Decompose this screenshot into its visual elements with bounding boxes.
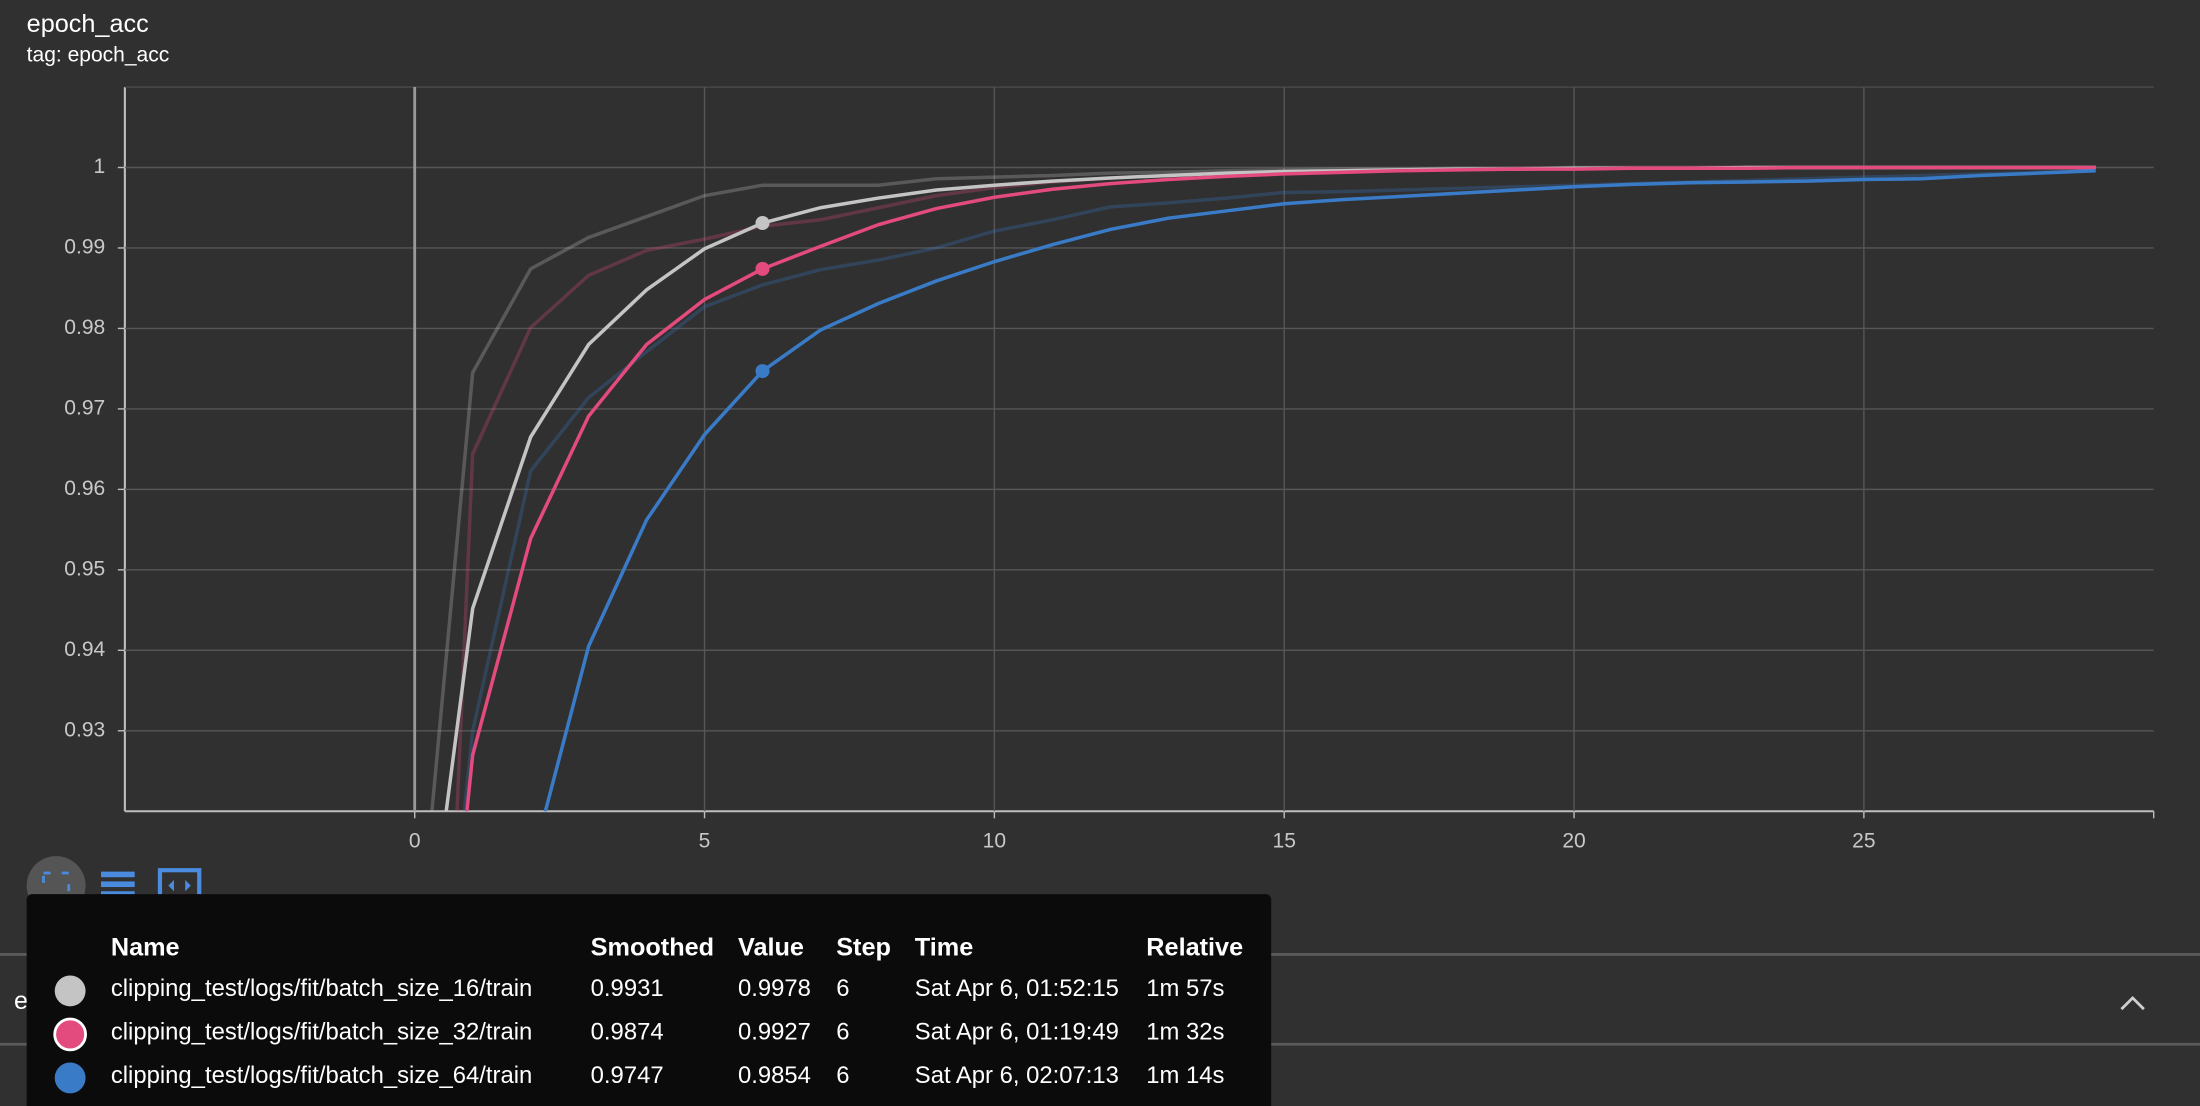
y-tick-label: 0.98 <box>64 316 105 339</box>
card-title: epoch_acc <box>27 10 149 38</box>
relative: 1m 14s <box>1146 1062 1224 1089</box>
smoothed-value: 0.9931 <box>591 975 664 1002</box>
y-tick-label: 0.94 <box>64 638 105 661</box>
column-header: Time <box>915 933 973 961</box>
time: Sat Apr 6, 01:52:15 <box>915 975 1119 1002</box>
x-tick-label: 10 <box>983 830 1006 853</box>
y-tick-label: 1 <box>94 155 106 178</box>
time: Sat Apr 6, 01:19:49 <box>915 1018 1119 1045</box>
hover-point <box>755 261 770 276</box>
column-header: Smoothed <box>591 933 714 961</box>
y-tick-label: 0.96 <box>64 477 105 500</box>
fullscreen-icon <box>42 871 71 900</box>
log-scale-button[interactable] <box>101 871 135 897</box>
x-tick-label: 0 <box>409 830 421 853</box>
step: 6 <box>836 1062 849 1089</box>
tooltip <box>26 894 1272 1106</box>
x-tick-label: 20 <box>1562 830 1585 853</box>
column-header: Relative <box>1146 933 1243 961</box>
smoothed-line <box>543 168 2096 812</box>
raw-value: 0.9854 <box>738 1062 811 1089</box>
series-name: clipping_test/logs/fit/batch_size_64/tra… <box>111 1062 532 1089</box>
series-swatch <box>54 975 86 1007</box>
series-name: clipping_test/logs/fit/batch_size_32/tra… <box>111 1018 532 1045</box>
hover-point <box>755 364 770 379</box>
column-header: Name <box>111 933 180 961</box>
column-header: Value <box>738 933 804 961</box>
step: 6 <box>836 975 849 1002</box>
relative: 1m 32s <box>1146 1018 1224 1045</box>
y-tick-label: 0.93 <box>64 718 105 741</box>
series-swatch <box>54 1062 86 1094</box>
series-swatch <box>53 1017 87 1052</box>
y-tick-label: 0.97 <box>64 396 105 419</box>
tooltip-table: Name Smoothed Value Step Time Relative clippin… <box>53 933 1243 1094</box>
raw-value: 0.9927 <box>738 1018 811 1045</box>
column-header: Step <box>836 933 891 961</box>
y-tick-label: 0.95 <box>64 557 105 580</box>
relative: 1m 57s <box>1146 975 1224 1002</box>
series-name: clipping_test/logs/fit/batch_size_16/tra… <box>111 975 532 1002</box>
smoothed-value: 0.9747 <box>591 1062 664 1089</box>
plot <box>430 165 2096 812</box>
x-tick-label: 15 <box>1273 830 1296 853</box>
y-tick-label: 0.99 <box>64 236 105 259</box>
collapse-icon[interactable] <box>2120 995 2145 1011</box>
raw-value: 0.9978 <box>738 975 811 1002</box>
card-tag: tag: epoch_acc <box>27 44 170 67</box>
raw-line <box>462 168 2096 812</box>
smoothed-line <box>465 165 2096 812</box>
x-tick-label: 25 <box>1852 830 1875 853</box>
time: Sat Apr 6, 02:07:13 <box>915 1062 1119 1089</box>
hover-point <box>755 215 770 231</box>
step: 6 <box>836 1018 849 1045</box>
x-tick-label: 5 <box>699 830 711 853</box>
smoothed-value: 0.9874 <box>591 1018 664 1045</box>
